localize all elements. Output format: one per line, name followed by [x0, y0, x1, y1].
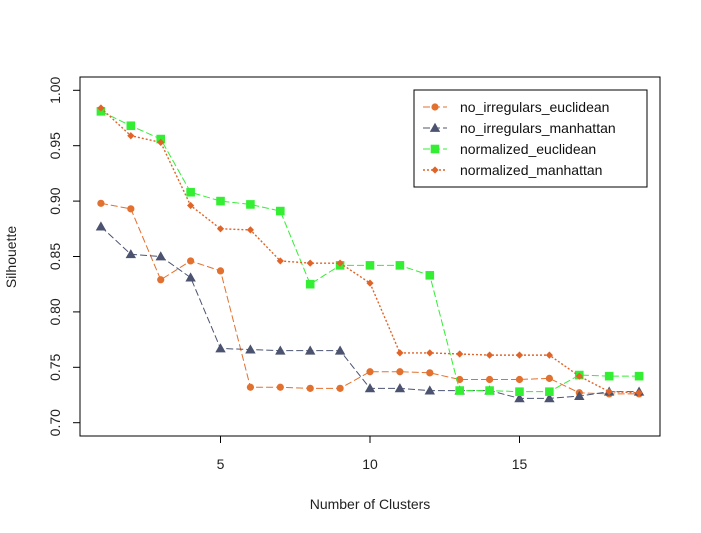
- y-axis-label: Silhouette: [3, 226, 19, 288]
- y-axis: 0.70 0.75 0.80 0.85 0.90 0.95 1.00: [47, 76, 81, 436]
- legend-label: no_irregulars_manhattan: [460, 120, 616, 136]
- data-point: [545, 374, 553, 382]
- data-point: [216, 225, 225, 233]
- y-tick-label: 0.80: [47, 298, 63, 325]
- data-point: [187, 201, 195, 210]
- data-point: [396, 349, 404, 357]
- data-point: [276, 206, 285, 216]
- legend-item: no_irregulars_euclidean: [423, 99, 609, 115]
- data-point: [336, 259, 344, 267]
- data-point: [544, 393, 555, 403]
- data-point: [157, 276, 165, 284]
- series-normalized-manhattan: [97, 104, 643, 397]
- y-tick-label: 0.75: [47, 353, 63, 380]
- data-point: [187, 257, 195, 265]
- data-point: [485, 351, 494, 359]
- data-point: [364, 383, 376, 393]
- data-point: [545, 351, 553, 359]
- y-tick-label: 0.70: [47, 409, 63, 436]
- data-point: [515, 375, 524, 384]
- series-line: [100, 202, 640, 395]
- x-tick-label: 5: [217, 456, 225, 472]
- data-point: [396, 368, 404, 376]
- data-point: [336, 384, 344, 392]
- series-layer: [95, 104, 645, 403]
- data-point: [275, 345, 286, 355]
- data-point: [185, 272, 196, 282]
- y-tick-label: 0.85: [47, 243, 63, 270]
- legend-item: no_irregulars_manhattan: [423, 120, 616, 136]
- data-point: [485, 375, 494, 384]
- data-point: [334, 345, 346, 355]
- y-tick-label: 1.00: [47, 76, 63, 103]
- data-point: [426, 349, 434, 357]
- data-point: [575, 372, 583, 380]
- data-point: [574, 390, 585, 401]
- data-point: [394, 383, 406, 393]
- data-point: [426, 369, 434, 377]
- data-point: [157, 138, 165, 146]
- data-point: [456, 350, 464, 358]
- data-point: [305, 279, 315, 289]
- data-point: [306, 384, 314, 392]
- legend-label: no_irregulars_euclidean: [460, 99, 609, 115]
- data-point: [126, 121, 136, 131]
- data-point: [245, 344, 256, 354]
- data-point: [216, 267, 225, 275]
- y-tick-label: 0.95: [47, 132, 63, 159]
- x-axis-label: Number of Clusters: [310, 496, 431, 512]
- data-point: [95, 221, 107, 231]
- data-point: [186, 187, 195, 197]
- data-point: [276, 383, 284, 391]
- data-point: [305, 345, 316, 355]
- data-point: [366, 368, 374, 376]
- data-point: [455, 386, 464, 395]
- data-point: [485, 386, 494, 395]
- legend: no_irregulars_euclidean no_irregulars_man…: [413, 89, 648, 188]
- legend-item: normalized_euclidean: [423, 141, 596, 157]
- data-point: [155, 251, 166, 261]
- legend-label: normalized_euclidean: [460, 141, 596, 157]
- data-point: [604, 371, 614, 381]
- data-point: [97, 104, 105, 112]
- data-point: [366, 279, 374, 287]
- data-point: [97, 199, 105, 207]
- data-point: [276, 257, 284, 265]
- x-axis: 5 10 15: [217, 435, 528, 472]
- legend-marker: [431, 103, 439, 111]
- legend-box: [413, 89, 648, 188]
- data-point: [395, 261, 405, 270]
- legend-marker: [429, 122, 441, 132]
- data-point: [514, 393, 525, 403]
- data-point: [425, 271, 435, 280]
- data-point: [515, 351, 524, 359]
- data-point: [456, 375, 464, 384]
- legend-marker: [431, 166, 439, 174]
- data-point: [216, 196, 225, 206]
- data-point: [246, 383, 255, 391]
- data-point: [127, 205, 135, 213]
- data-point: [246, 200, 255, 209]
- data-point: [246, 226, 255, 234]
- data-point: [365, 261, 375, 270]
- data-point: [424, 385, 435, 395]
- legend-marker: [430, 144, 440, 154]
- y-tick-label: 0.90: [47, 187, 63, 214]
- legend-label: normalized_manhattan: [460, 162, 602, 178]
- legend-item: normalized_manhattan: [423, 162, 602, 178]
- data-point: [127, 132, 135, 140]
- x-tick-label: 15: [512, 456, 528, 472]
- data-point: [125, 249, 137, 259]
- data-point: [635, 389, 643, 397]
- data-point: [215, 343, 226, 353]
- data-point: [306, 259, 314, 267]
- data-point: [515, 387, 524, 396]
- data-point: [605, 388, 613, 396]
- series-no-irregulars-euclidean: [97, 199, 643, 398]
- x-tick-label: 10: [362, 456, 378, 472]
- data-point: [634, 371, 644, 381]
- data-point: [545, 387, 554, 396]
